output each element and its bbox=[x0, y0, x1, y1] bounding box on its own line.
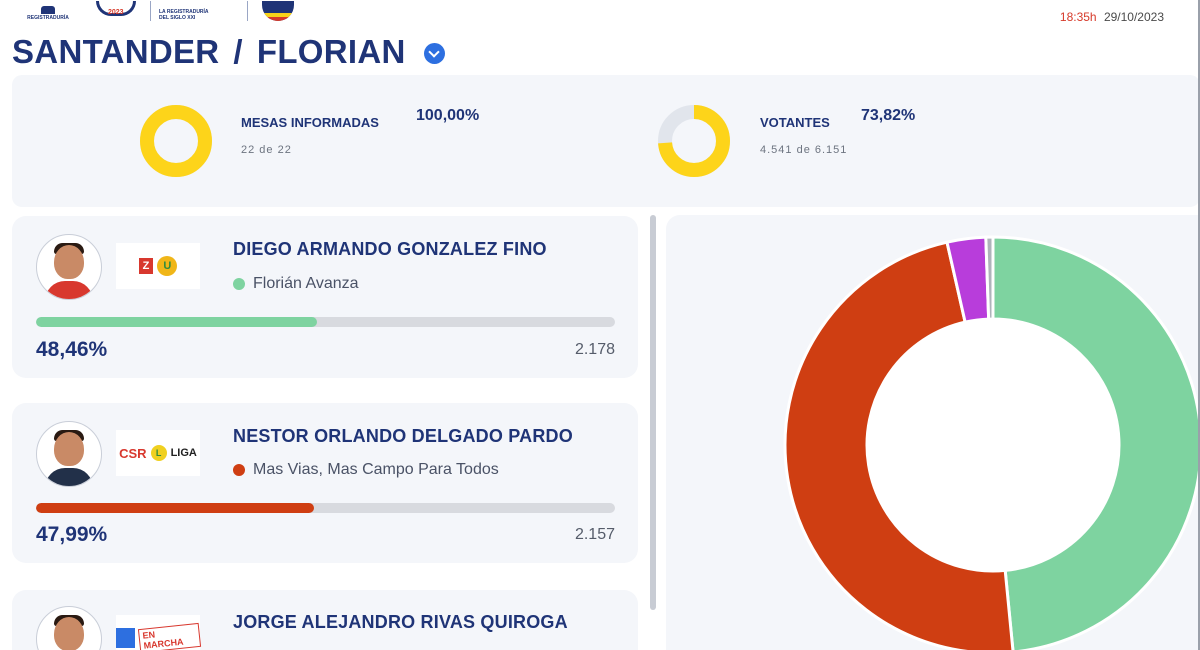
candidate-card[interactable]: Z U DIEGO ARMANDO GONZALEZ FINO Florián … bbox=[12, 216, 638, 378]
party-logo: EN MARCHA bbox=[116, 615, 202, 650]
candidates-scrollbar[interactable] bbox=[650, 215, 656, 610]
department-name: SANTANDER bbox=[12, 33, 220, 70]
donut-slice-0[interactable] bbox=[991, 235, 1200, 650]
logo-divider bbox=[247, 1, 248, 21]
candidate-avatar bbox=[36, 421, 102, 487]
mesas-label: MESAS INFORMADAS bbox=[241, 115, 379, 130]
party-name: Mas Vias, Mas Campo Para Todos bbox=[253, 461, 499, 478]
colombia-badge-logo bbox=[262, 1, 294, 21]
candidate-card[interactable]: CSR L LIGA NESTOR ORLANDO DELGADO PARDO … bbox=[12, 403, 638, 563]
candidate-avatar bbox=[36, 606, 102, 650]
mesas-ring bbox=[138, 103, 214, 179]
candidate-percent: 48,46% bbox=[36, 338, 108, 361]
window-edge bbox=[1198, 0, 1200, 650]
results-donut-chart bbox=[783, 235, 1200, 650]
candidate-name: JORGE ALEJANDRO RIVAS QUIROGA bbox=[233, 612, 568, 632]
stats-panel: MESAS INFORMADAS 100,00% 22 de 22 VOTANT… bbox=[12, 75, 1200, 207]
candidate-card[interactable]: EN MARCHA JORGE ALEJANDRO RIVAS QUIROGA bbox=[12, 590, 638, 650]
title-separator: / bbox=[233, 33, 243, 70]
donut-slice-1[interactable] bbox=[783, 240, 1015, 650]
candidate-percent: 47,99% bbox=[36, 523, 108, 546]
candidate-votes: 2.157 bbox=[574, 526, 615, 543]
chevron-down-icon[interactable] bbox=[423, 42, 445, 64]
ring-progress-arc bbox=[140, 105, 212, 177]
party-logo: Z U bbox=[116, 243, 200, 289]
party-color-dot bbox=[233, 278, 245, 290]
candidate-party: Mas Vias, Mas Campo Para Todos bbox=[233, 461, 499, 479]
update-timestamp: 18:35h 29/10/2023 bbox=[1060, 10, 1164, 24]
donut-slice-3[interactable] bbox=[984, 235, 995, 321]
votantes-label: VOTANTES bbox=[760, 115, 830, 130]
vote-share-bar bbox=[36, 317, 615, 327]
vote-share-fill bbox=[36, 317, 317, 327]
party-name: Florián Avanza bbox=[253, 275, 359, 292]
mesas-detail: 22 de 22 bbox=[241, 144, 292, 156]
mesas-percent: 100,00% bbox=[416, 107, 480, 124]
vote-share-bar bbox=[36, 503, 615, 513]
votantes-detail: 4.541 de 6.151 bbox=[760, 144, 848, 156]
page-title: SANTANDER / FLORIAN bbox=[12, 33, 445, 71]
ring-progress-arc bbox=[658, 105, 730, 177]
party-color-dot bbox=[233, 464, 245, 476]
donut-hole bbox=[868, 320, 1118, 570]
votantes-ring bbox=[656, 103, 732, 179]
candidate-party: Florián Avanza bbox=[233, 275, 359, 293]
party-logo: CSR L LIGA bbox=[116, 430, 200, 476]
siglo-xxi-logo: LA REGISTRADURÍA DEL SIGLO XXI bbox=[150, 1, 233, 21]
elecciones-2023-logo: 2023 bbox=[90, 1, 136, 21]
update-time: 18:35h bbox=[1059, 10, 1097, 24]
results-chart-panel bbox=[666, 215, 1200, 650]
registraduria-logo: REGISTRADURÍA bbox=[20, 1, 76, 21]
update-date: 29/10/2023 bbox=[1103, 10, 1164, 24]
header-logos: REGISTRADURÍA 2023 LA REGISTRADURÍA DEL S… bbox=[20, 0, 294, 22]
candidate-votes: 2.178 bbox=[574, 341, 615, 358]
candidate-name: NESTOR ORLANDO DELGADO PARDO bbox=[233, 426, 573, 446]
candidate-avatar bbox=[36, 234, 102, 300]
vote-share-fill bbox=[36, 503, 314, 513]
votantes-percent: 73,82% bbox=[861, 107, 916, 124]
municipality-name: FLORIAN bbox=[256, 33, 406, 70]
candidate-name: DIEGO ARMANDO GONZALEZ FINO bbox=[233, 239, 547, 259]
